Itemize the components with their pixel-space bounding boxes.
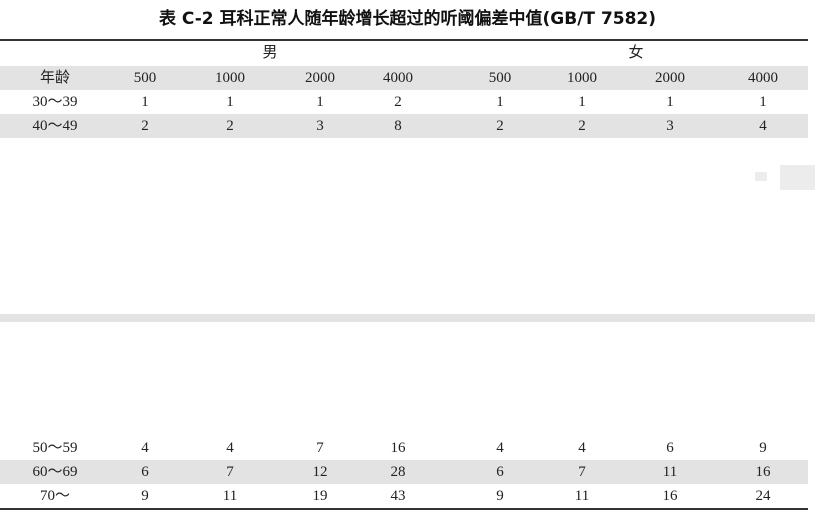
value-cell: 16 xyxy=(662,488,678,504)
value-cell: 4 xyxy=(141,440,149,456)
value-cell: 16 xyxy=(390,440,406,456)
table-row: 30～39 1 1 1 2 1 1 1 1 xyxy=(0,90,808,114)
value-cell: 3 xyxy=(316,118,324,134)
value-cell: 4 xyxy=(226,440,234,456)
value-cell: 9 xyxy=(496,488,504,504)
value-cell: 4 xyxy=(759,118,767,134)
value-cell: 4000 xyxy=(748,70,778,86)
age-cell: 70～ xyxy=(39,488,70,504)
value-cell: 16 xyxy=(755,464,771,480)
table-title: 表 C-2 耳科正常人随年龄增长超过的听阈偏差中值(GB/T 7582) xyxy=(158,9,657,29)
value-cell: 4000 xyxy=(383,70,413,86)
value-cell: 19 xyxy=(312,488,328,504)
value-cell: 7 xyxy=(226,464,234,480)
value-cell: 8 xyxy=(394,118,402,134)
value-cell: 43 xyxy=(390,488,406,504)
column-header-row: 年龄 500 1000 2000 4000 500 1000 2000 4000 xyxy=(0,66,808,90)
value-cell: 500 xyxy=(133,70,157,86)
value-cell: 1 xyxy=(496,94,504,110)
value-cell: 6 xyxy=(496,464,504,480)
value-cell: 6 xyxy=(141,464,149,480)
age-cell: 50～59 xyxy=(32,440,78,456)
age-cell: 30～39 xyxy=(32,94,78,110)
value-cell: 24 xyxy=(755,488,771,504)
value-cell: 11 xyxy=(662,464,678,480)
value-cell: 1 xyxy=(666,94,674,110)
value-cell: 1 xyxy=(316,94,324,110)
value-cell: 500 xyxy=(488,70,512,86)
group-header-row: 男 女 xyxy=(0,41,808,65)
value-cell: 9 xyxy=(141,488,149,504)
value-cell: 7 xyxy=(578,464,586,480)
value-cell: 3 xyxy=(666,118,674,134)
value-cell: 1 xyxy=(226,94,234,110)
value-cell: 2 xyxy=(141,118,149,134)
group-male: 男 xyxy=(262,45,278,61)
value-cell: 11 xyxy=(574,488,590,504)
table-row: 70～ 9 11 19 43 9 11 16 24 xyxy=(0,484,808,508)
bottom-rule xyxy=(0,508,808,510)
value-cell: 28 xyxy=(390,464,406,480)
page-separator-band xyxy=(0,314,815,322)
value-cell: 1 xyxy=(578,94,586,110)
blurred-mark xyxy=(755,172,767,181)
value-cell: 4 xyxy=(496,440,504,456)
value-cell: 2 xyxy=(394,94,402,110)
table-row: 50～59 4 4 7 16 4 4 6 9 xyxy=(0,436,808,460)
value-cell: 9 xyxy=(759,440,767,456)
age-cell: 40～49 xyxy=(32,118,78,134)
value-cell: 7 xyxy=(316,440,324,456)
table-row: 60～69 6 7 12 28 6 7 11 16 xyxy=(0,460,808,484)
value-cell: 1 xyxy=(141,94,149,110)
value-cell: 1 xyxy=(759,94,767,110)
value-cell: 12 xyxy=(312,464,328,480)
value-cell: 2 xyxy=(578,118,586,134)
value-cell: 4 xyxy=(578,440,586,456)
value-cell: 2 xyxy=(496,118,504,134)
value-cell: 11 xyxy=(222,488,238,504)
top-rule xyxy=(0,39,808,41)
value-cell: 2000 xyxy=(655,70,685,86)
value-cell: 6 xyxy=(666,440,674,456)
age-cell: 60～69 xyxy=(32,464,78,480)
value-cell: 2000 xyxy=(305,70,335,86)
blurred-mark xyxy=(780,165,815,190)
value-cell: 1000 xyxy=(567,70,597,86)
age-cell: 年龄 xyxy=(39,70,70,86)
table-row: 40～49 2 2 3 8 2 2 3 4 xyxy=(0,114,808,138)
value-cell: 2 xyxy=(226,118,234,134)
value-cell: 1000 xyxy=(215,70,245,86)
group-female: 女 xyxy=(628,45,644,61)
